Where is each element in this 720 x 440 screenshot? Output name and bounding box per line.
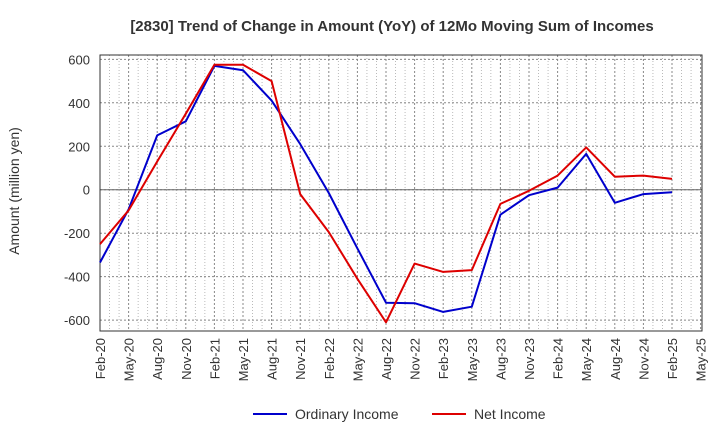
x-tick-label: Feb-20 [93,338,108,379]
x-tick-label: Feb-24 [551,338,566,379]
x-tick-label: Nov-24 [636,338,651,380]
legend: Ordinary Income Net Income [253,406,546,422]
x-tick-label: Nov-22 [408,338,423,380]
x-tick-label: May-24 [579,338,594,381]
x-tick-label: Feb-21 [207,338,222,379]
x-tick-label: Feb-23 [436,338,451,379]
y-tick-label: 400 [68,96,90,111]
legend-label-1: Net Income [474,406,546,422]
x-tick-label: Aug-20 [150,338,165,380]
y-tick-label: 200 [68,139,90,154]
x-tick-label: Nov-23 [522,338,537,380]
x-tick-label: Nov-20 [179,338,194,380]
gridlines [99,55,702,331]
chart-title: [2830] Trend of Change in Amount (YoY) o… [130,18,653,35]
series-line-1 [99,63,673,324]
y-axis-label: Amount (million yen) [6,127,22,255]
x-tick-label: Nov-21 [293,338,308,380]
x-tick-label: May-22 [350,338,365,381]
y-tick-label: -200 [64,226,90,241]
x-tick-label: May-20 [122,338,137,381]
x-tick-label: Feb-25 [665,338,680,379]
x-tick-label: Aug-21 [265,338,280,380]
x-tick-label: May-21 [236,338,251,381]
y-tick-label: 0 [83,183,90,198]
plot-area [99,54,703,332]
x-tick-label: May-23 [465,338,480,381]
legend-label-0: Ordinary Income [295,406,399,422]
y-tick-label: 600 [68,52,90,67]
series-lines [99,63,673,324]
y-tick-label: -600 [64,313,90,328]
y-tick-label: -400 [64,270,90,285]
x-tick-label: Aug-22 [379,338,394,380]
series-line-0 [99,64,673,313]
x-tick-label: Aug-24 [608,338,623,380]
x-tick-label: Feb-22 [322,338,337,379]
x-tick-labels: Feb-20 May-20 Aug-20 Nov-20 Feb-21 May-21 Aug-… [93,338,709,381]
y-tick-labels: -600 -400 -200 0 200 400 600 [64,52,90,328]
x-tick-label: May-25 [694,338,709,381]
x-tick-label: Aug-23 [493,338,508,380]
